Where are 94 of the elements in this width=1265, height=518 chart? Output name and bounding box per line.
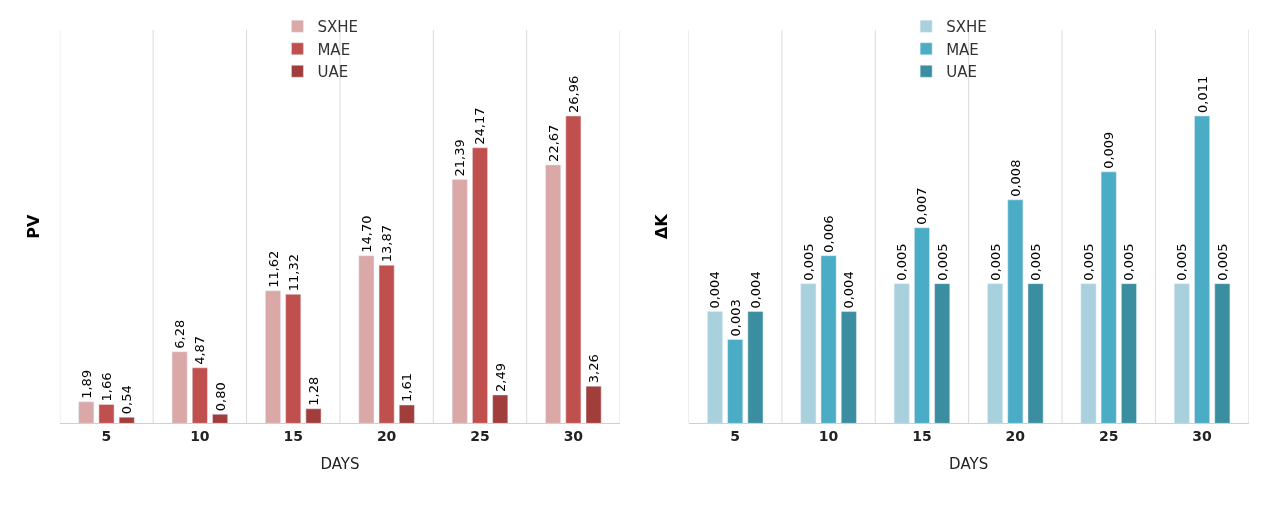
bar [1214,283,1231,424]
data-label: 0,004 [707,271,723,309]
data-label: 0,004 [747,271,763,309]
bar [914,227,930,424]
x-tick-label: 20 [1005,428,1026,445]
bar [747,311,764,424]
bar [1100,171,1117,424]
bar [565,115,582,424]
bar [265,290,281,424]
data-label: 0,80 [212,382,228,412]
bar [585,385,602,424]
bar [545,164,561,424]
x-tick-label: 25 [470,428,490,445]
x-tick-label: 10 [190,428,210,445]
data-label: 1,66 [98,372,114,402]
bar [840,311,857,424]
data-label: 0,009 [1101,131,1117,169]
x-tick-label: 10 [818,428,839,445]
data-label: 4,87 [192,335,208,365]
x-tick-label: 15 [283,428,303,445]
data-label: 0,003 [727,299,743,337]
data-label: 1,28 [305,376,321,406]
data-label: 26,96 [565,75,581,113]
x-tick-label: 25 [1098,428,1119,445]
x-tick-label: 30 [1192,428,1213,445]
data-label: 13,87 [379,224,395,263]
x-tick-label: 15 [912,428,932,445]
data-label: 0,005 [1080,243,1096,281]
data-label: 0,005 [800,243,816,281]
legend-label: MAE [317,40,351,59]
data-label: 0,011 [1194,75,1210,113]
bar [1027,283,1044,424]
bar [78,401,95,424]
bar [1080,283,1097,424]
data-label: 0,005 [1121,243,1137,281]
data-label: 0,008 [1007,159,1023,197]
legend-label: SXHE [317,18,358,37]
bar [800,283,817,424]
y-axis-title: PV [23,213,43,239]
x-tick-label: 5 [101,428,112,445]
data-label: 0,005 [1214,243,1230,281]
bar [192,367,208,424]
bar [472,147,488,424]
legend-label: UAE [946,63,977,82]
bar [1007,199,1024,424]
bar [1174,283,1190,424]
bar [451,179,468,424]
data-label: 22,67 [545,124,561,162]
data-label: 0,007 [914,187,930,225]
data-label: 0,005 [934,243,950,281]
data-label: 0,004 [841,271,857,309]
data-label: 2,49 [492,363,508,392]
x-tick-label: 5 [730,428,741,445]
bar [305,408,322,424]
legend-label: MAE [946,40,979,59]
data-label: 1,89 [78,369,94,399]
bar [118,416,135,424]
data-label: 11,62 [265,250,281,288]
data-label: 3,26 [586,354,602,384]
data-label: 24,17 [472,107,488,145]
legend-label: SXHE [946,18,987,37]
data-label: 0,005 [894,243,910,281]
bar [1121,283,1137,424]
data-label: 21,39 [452,139,468,177]
bar [934,283,951,424]
x-axis-title: DAYS [949,455,989,474]
bar [358,255,375,424]
x-axis-title: DAYS [320,455,360,474]
bar [378,264,395,424]
bar [707,311,723,424]
data-label: 11,32 [285,254,301,292]
bar [285,294,302,424]
x-tick-label: 30 [563,428,584,445]
data-label: 6,28 [172,319,188,349]
y-axis-title: ΔK [652,213,672,240]
data-label: 0,54 [119,385,135,415]
legend-label: UAE [317,63,349,82]
data-label: 14,70 [358,215,374,253]
data-label: 0,005 [1028,243,1044,281]
bar [98,404,115,424]
bar [820,255,837,424]
bar [893,283,910,424]
bar [171,351,188,424]
bar [492,394,509,424]
bar [212,413,228,424]
x-tick-label: 20 [376,428,397,445]
data-label: 0,005 [1174,243,1190,281]
data-label: 0,006 [821,215,837,253]
data-label: 1,61 [399,373,415,402]
bar [987,283,1003,424]
bar [1194,115,1210,424]
bar [399,404,415,424]
data-label: 0,005 [987,243,1003,281]
bar [727,339,744,424]
